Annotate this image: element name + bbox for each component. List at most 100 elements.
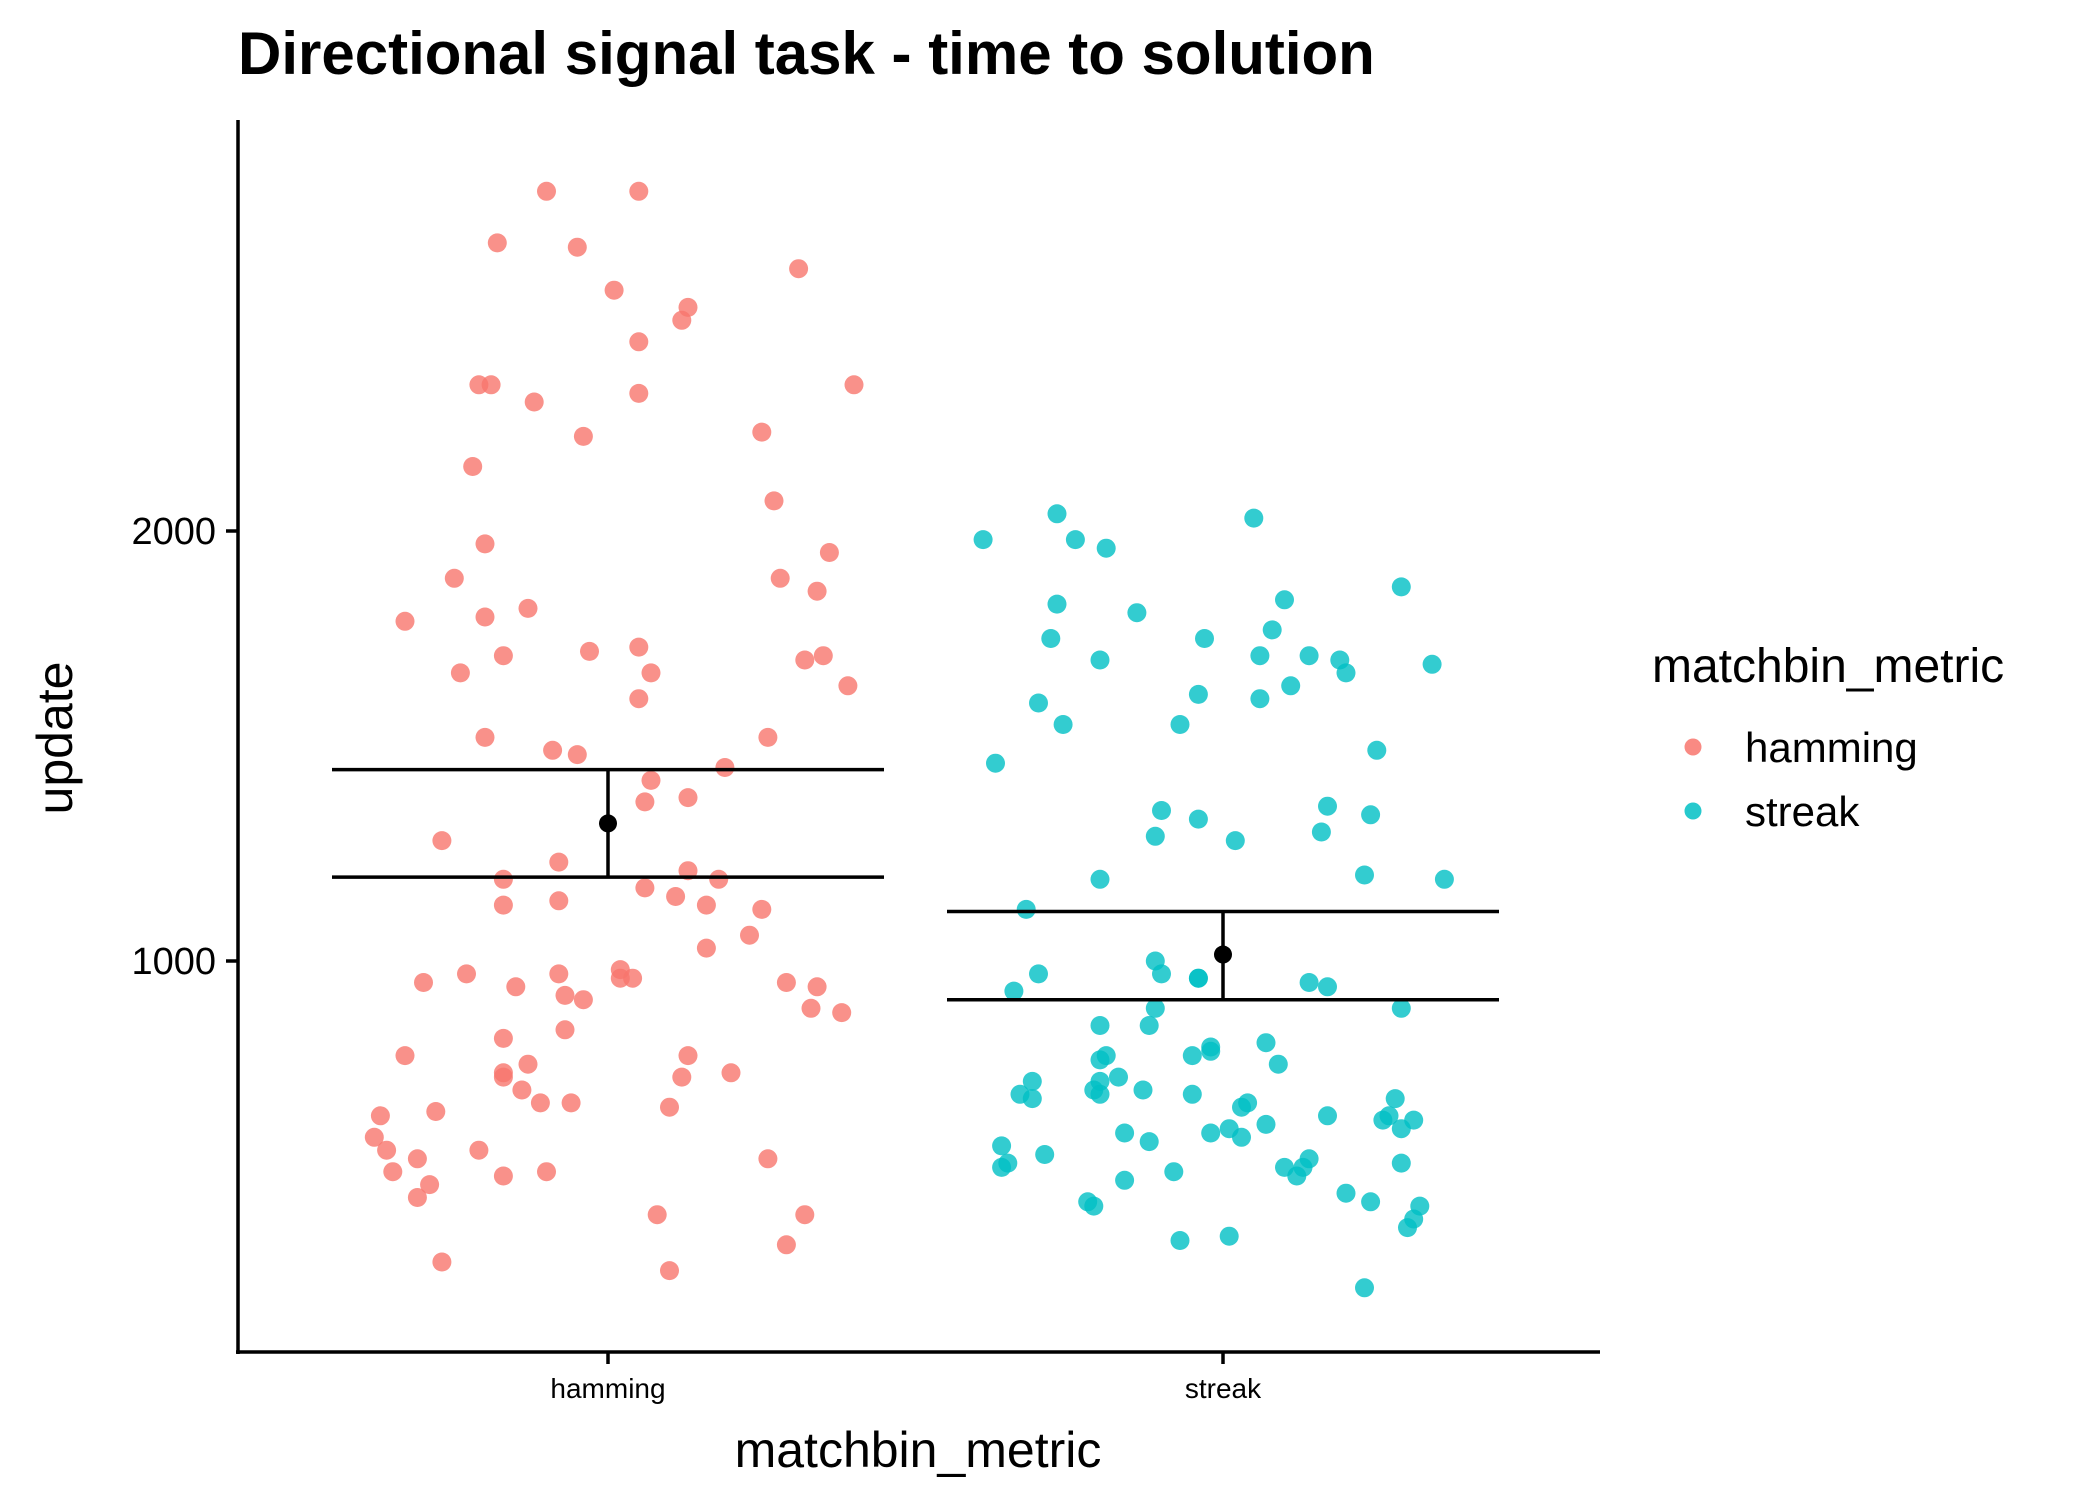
data-point-hamming: [696, 895, 716, 915]
data-point-hamming: [770, 568, 790, 588]
data-point-hamming: [475, 727, 495, 747]
data-point-hamming: [573, 426, 593, 446]
data-point-hamming: [481, 375, 501, 395]
data-point-streak: [1035, 1145, 1055, 1164]
data-point-hamming: [549, 852, 569, 872]
data-point-hamming: [789, 259, 809, 279]
data-point-streak: [1355, 1278, 1374, 1298]
data-point-hamming: [721, 1063, 741, 1083]
data-point-hamming: [469, 1140, 489, 1160]
data-point-streak: [1084, 1196, 1104, 1216]
data-point-hamming: [370, 1106, 390, 1126]
data-point-hamming: [629, 181, 649, 201]
data-point-hamming: [629, 689, 649, 709]
data-point-streak: [1361, 805, 1381, 825]
data-point-streak: [1361, 1192, 1381, 1212]
legend-key-streak: [1684, 802, 1702, 820]
data-point-streak: [1367, 740, 1387, 760]
data-point-streak: [1145, 998, 1165, 1018]
x-tick-label-hamming: hamming: [550, 1373, 665, 1404]
data-point-streak: [1090, 1016, 1110, 1035]
data-point-hamming: [795, 650, 815, 670]
data-point-hamming: [604, 280, 624, 300]
x-tick-label-streak: streak: [1185, 1373, 1262, 1404]
data-point-hamming: [463, 457, 483, 476]
data-point-hamming: [580, 641, 599, 661]
mean-point-hamming: [599, 814, 617, 833]
data-point-hamming: [420, 1175, 440, 1195]
data-point-streak: [1299, 1149, 1319, 1169]
data-point-streak: [1201, 1123, 1221, 1143]
data-point-hamming: [475, 534, 495, 554]
data-point-hamming: [537, 1162, 556, 1182]
data-point-streak: [1232, 1127, 1251, 1147]
data-point-hamming: [647, 1205, 667, 1225]
mean-point-streak: [1214, 945, 1232, 964]
data-point-streak: [992, 1136, 1012, 1156]
data-point-hamming: [493, 1166, 513, 1186]
chart-title: Directional signal task - time to soluti…: [238, 20, 1375, 87]
data-point-hamming: [764, 491, 784, 511]
data-point-hamming: [776, 973, 796, 992]
data-point-streak: [1164, 1162, 1184, 1182]
x-axis-title: matchbin_metric: [735, 1422, 1102, 1478]
data-point-hamming: [610, 968, 630, 988]
data-point-hamming: [493, 895, 513, 915]
data-point-streak: [1170, 715, 1190, 734]
data-point-streak: [1145, 826, 1165, 846]
data-point-hamming: [801, 998, 821, 1018]
data-point-streak: [1299, 646, 1319, 666]
data-point-hamming: [432, 1252, 452, 1272]
data-point-hamming: [549, 964, 569, 984]
y-tick-label: 2000: [131, 511, 216, 553]
data-point-hamming: [524, 392, 544, 412]
data-point-streak: [1053, 715, 1073, 734]
data-point-hamming: [678, 1046, 698, 1066]
data-point-streak: [1041, 629, 1061, 648]
data-point-streak: [1090, 1050, 1110, 1070]
data-point-streak: [1262, 620, 1282, 640]
data-point-hamming: [444, 568, 464, 588]
data-point-hamming: [573, 990, 593, 1010]
data-point-hamming: [364, 1127, 384, 1147]
data-point-streak: [1127, 603, 1147, 623]
data-point-streak: [1188, 684, 1208, 704]
points-layer: [364, 181, 1454, 1298]
data-point-streak: [1385, 1089, 1405, 1109]
data-point-hamming: [838, 676, 858, 696]
legend-label-streak: streak: [1745, 788, 1860, 835]
data-point-streak: [1047, 504, 1067, 524]
data-point-hamming: [561, 1093, 581, 1113]
data-point-hamming: [395, 1046, 415, 1066]
data-point-hamming: [493, 1067, 513, 1087]
data-point-streak: [1268, 1054, 1288, 1074]
data-point-hamming: [844, 375, 864, 395]
data-point-hamming: [795, 1205, 815, 1225]
data-point-hamming: [377, 1140, 397, 1160]
data-point-hamming: [758, 1149, 778, 1169]
data-point-hamming: [414, 973, 433, 992]
errorbar-hamming: [332, 767, 884, 879]
data-point-streak: [1115, 1123, 1135, 1143]
data-point-hamming: [543, 740, 563, 760]
data-point-hamming: [493, 869, 513, 889]
data-point-hamming: [493, 646, 513, 666]
data-point-streak: [1391, 998, 1411, 1018]
data-point-hamming: [752, 899, 772, 919]
data-point-streak: [1133, 1080, 1153, 1100]
data-point-hamming: [383, 1162, 403, 1182]
data-point-hamming: [457, 964, 476, 984]
data-point-streak: [1047, 594, 1067, 614]
data-point-streak: [1065, 530, 1085, 550]
data-point-hamming: [512, 1080, 532, 1100]
y-tick-label: 1000: [131, 941, 216, 983]
data-point-hamming: [709, 869, 729, 889]
data-point-hamming: [660, 1097, 679, 1117]
data-point-streak: [1170, 1231, 1190, 1250]
data-point-streak: [1318, 977, 1337, 997]
data-point-streak: [1139, 1132, 1159, 1152]
data-point-hamming: [629, 332, 649, 352]
data-point-hamming: [666, 887, 686, 906]
data-point-hamming: [813, 646, 833, 666]
